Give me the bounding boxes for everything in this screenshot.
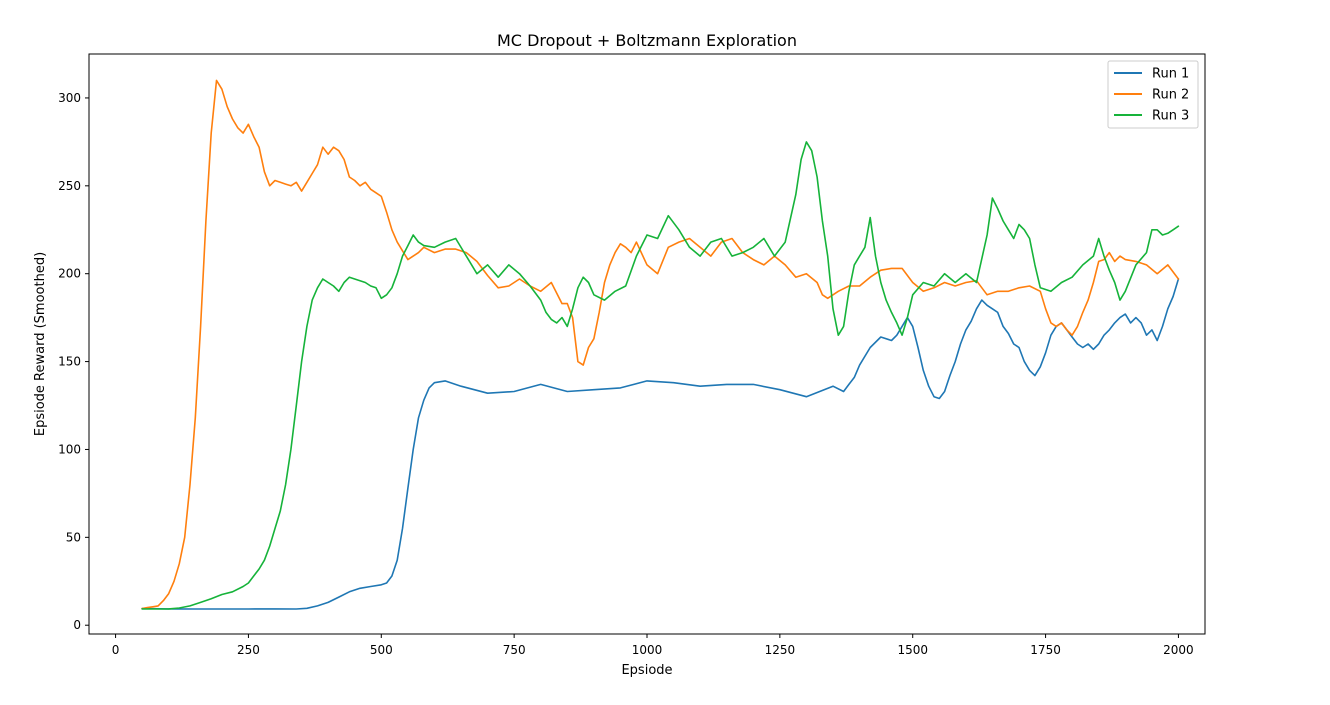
x-tick-label: 0 <box>112 643 120 657</box>
series-line-run-2 <box>141 79 1180 610</box>
legend-label-run-1: Run 1 <box>1152 67 1189 82</box>
y-axis: 0 50 100 150 200 250 300 <box>58 91 89 632</box>
x-tick-label: 1750 <box>1030 643 1061 657</box>
y-tick-label: 100 <box>58 442 81 456</box>
series-line-run-3 <box>141 141 1180 610</box>
y-tick-label: 200 <box>58 267 81 281</box>
y-tick-label: 250 <box>58 179 81 193</box>
chart-title: MC Dropout + Boltzmann Exploration <box>497 31 797 50</box>
series-line-run-1 <box>141 278 1180 610</box>
y-axis-label: Epsiode Reward (Smoothed) <box>33 252 48 436</box>
x-tick-label: 1000 <box>632 643 663 657</box>
legend: Run 1 Run 2 Run 3 <box>1107 60 1199 129</box>
y-tick-label: 0 <box>73 618 81 632</box>
series-layer <box>141 79 1180 610</box>
x-tick-label: 750 <box>503 643 526 657</box>
x-tick-label: 1500 <box>897 643 928 657</box>
x-tick-label: 2000 <box>1163 643 1194 657</box>
x-axis: 0 250 500 750 1000 1250 1500 1750 2000 <box>112 634 1194 657</box>
x-tick-label: 1250 <box>765 643 796 657</box>
x-tick-label: 500 <box>370 643 393 657</box>
x-axis-label: Epsiode <box>621 663 672 678</box>
legend-label-run-3: Run 3 <box>1152 109 1189 124</box>
y-tick-label: 150 <box>58 355 81 369</box>
y-tick-label: 300 <box>58 91 81 105</box>
y-tick-label: 50 <box>66 530 81 544</box>
legend-box <box>1107 60 1199 129</box>
legend-label-run-2: Run 2 <box>1152 88 1189 103</box>
x-tick-label: 250 <box>237 643 260 657</box>
